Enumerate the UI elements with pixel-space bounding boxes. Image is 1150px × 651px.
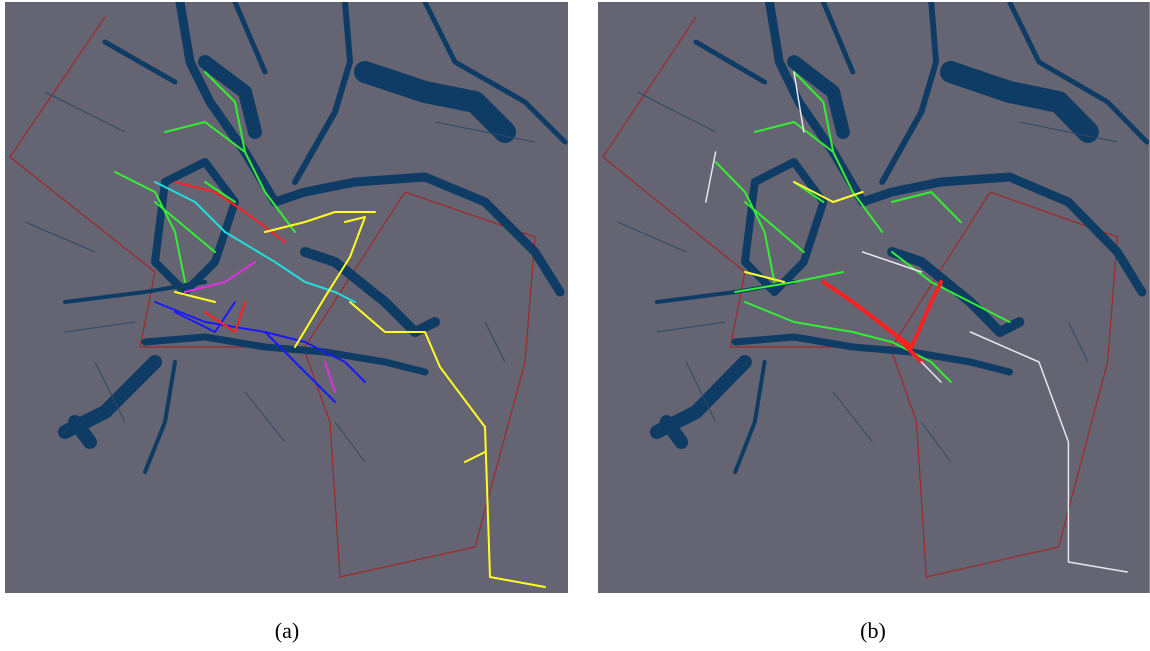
caption: (b): [833, 618, 913, 644]
map-b: [598, 2, 1150, 593]
map-a: [5, 2, 568, 593]
figure: (a) (b): [0, 0, 1150, 651]
basemap: [5, 2, 568, 593]
caption: (a): [247, 618, 327, 644]
basemap: [598, 2, 1150, 593]
